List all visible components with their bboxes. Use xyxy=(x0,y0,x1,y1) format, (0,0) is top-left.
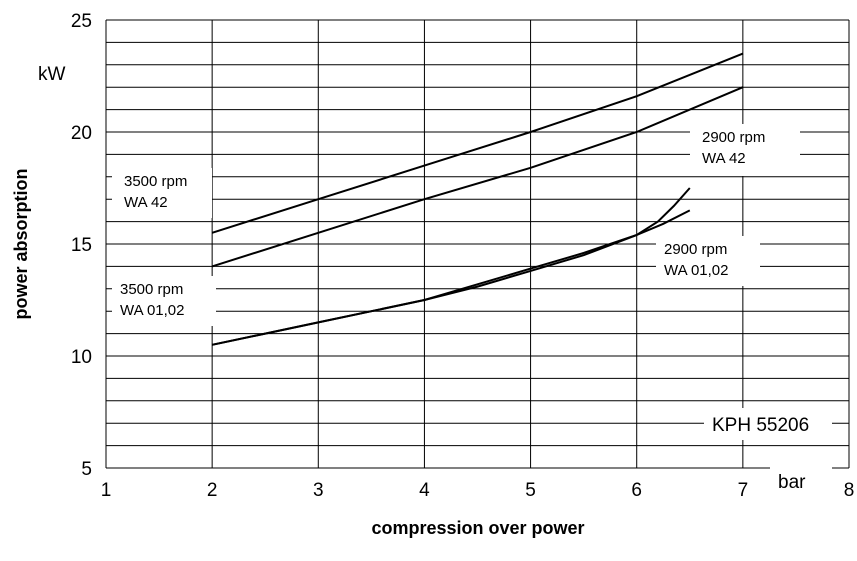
y-unit-label: kW xyxy=(38,64,66,85)
label-box-2900-wa0102 xyxy=(656,236,760,286)
y-tick-label: 5 xyxy=(81,459,92,480)
y-axis-title: power absorption xyxy=(11,168,31,319)
y-unit-box xyxy=(30,56,92,90)
series-label-2900-wa42-line1: 2900 rpm xyxy=(702,129,765,146)
series-line-1 xyxy=(211,86,744,268)
x-tick-label: 7 xyxy=(738,480,749,501)
tick-labels: 1 2 3 4 5 6 7 8 5 10 15 20 25 xyxy=(71,11,854,501)
series-label-3500-wa42-line1: 3500 rpm xyxy=(124,173,187,190)
series-label-2900-wa0102-line1: 2900 rpm xyxy=(664,241,727,258)
series-label-2900-wa0102-line2: WA 01,02 xyxy=(664,262,728,279)
code-box xyxy=(704,408,832,440)
label-box-2900-wa42 xyxy=(690,124,800,176)
x-tick-label: 5 xyxy=(525,480,536,501)
series-label-3500-wa42-line2: WA 42 xyxy=(124,194,168,211)
x-tick-label: 8 xyxy=(844,480,855,501)
x-axis-title: compression over power xyxy=(371,518,584,538)
y-tick-label: 15 xyxy=(71,235,92,256)
x-tick-label: 3 xyxy=(313,480,324,501)
x-unit-label: bar xyxy=(778,472,806,493)
series-label-3500-wa0102-line2: WA 01,02 xyxy=(120,302,184,319)
x-tick-label: 4 xyxy=(419,480,430,501)
label-box-3500-wa0102 xyxy=(112,276,216,326)
series-label-3500-wa0102-line1: 3500 rpm xyxy=(120,281,183,298)
series-line-0 xyxy=(211,52,744,234)
chart-code-label: KPH 55206 xyxy=(712,415,809,436)
y-tick-label: 25 xyxy=(71,11,92,32)
y-tick-label: 10 xyxy=(71,347,92,368)
series-lines xyxy=(211,52,744,346)
x-tick-label: 6 xyxy=(631,480,642,501)
y-tick-label: 20 xyxy=(71,123,92,144)
x-tick-label: 2 xyxy=(207,480,218,501)
x-tick-label: 1 xyxy=(101,480,112,501)
series-line-3 xyxy=(211,209,691,346)
label-box-3500-wa42 xyxy=(112,168,212,218)
x-unit-box xyxy=(770,466,832,496)
series-label-2900-wa42-line2: WA 42 xyxy=(702,150,746,167)
